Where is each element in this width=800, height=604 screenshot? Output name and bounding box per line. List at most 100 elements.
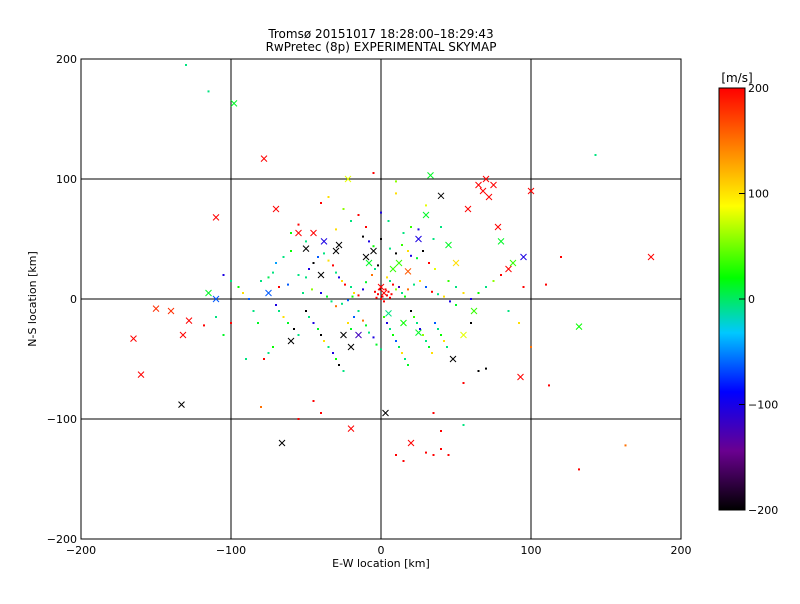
data-point-dot — [380, 348, 382, 351]
data-point-cross — [452, 259, 460, 267]
data-point-dot — [410, 310, 412, 312]
data-point-dot — [413, 316, 415, 318]
data-point-dot — [530, 346, 532, 348]
data-point-dot — [522, 286, 525, 288]
colorbar-tick-label: −200 — [748, 504, 778, 517]
data-point-dot — [350, 286, 352, 288]
data-point-dot — [395, 252, 397, 255]
data-point-dot — [308, 268, 310, 270]
data-point-dot — [624, 444, 627, 447]
data-point-cross — [470, 307, 478, 315]
x-tick-label: −100 — [216, 544, 246, 557]
data-point-cross — [400, 319, 407, 327]
y-tick-label: −100 — [47, 413, 77, 426]
data-point-dot — [383, 300, 385, 303]
data-point-dot — [387, 220, 390, 222]
x-axis-ticks: −200 −100 0 100 200 — [66, 59, 692, 557]
y-tick-label: 0 — [70, 293, 77, 306]
data-point-dot — [242, 292, 244, 294]
data-points — [130, 64, 655, 471]
data-point-dot — [252, 310, 255, 312]
data-point-dot — [297, 274, 300, 276]
data-point-cross — [137, 371, 145, 378]
data-point-dot — [185, 64, 187, 66]
data-point-cross — [332, 247, 340, 255]
data-point-cross — [347, 425, 355, 432]
data-point-dot — [432, 238, 435, 240]
data-point-dot — [320, 334, 322, 336]
data-point-dot — [419, 328, 421, 330]
data-point-dot — [323, 340, 325, 342]
data-point-cross — [509, 259, 517, 267]
data-point-cross — [427, 172, 434, 179]
data-point-dot — [267, 276, 270, 279]
data-point-dot — [272, 271, 274, 274]
data-point-dot — [275, 262, 277, 264]
data-point-cross — [295, 229, 302, 237]
data-point-dot — [434, 268, 436, 270]
chart-subtitle: RwPretec (8p) EXPERIMENTAL SKYMAP — [266, 40, 497, 54]
data-point-dot — [203, 324, 205, 327]
data-point-dot — [335, 271, 337, 274]
x-tick-label: −200 — [66, 544, 96, 557]
data-point-dot — [365, 226, 367, 228]
data-point-cross — [260, 155, 268, 162]
data-point-dot — [560, 256, 562, 258]
data-point-dot — [383, 316, 385, 318]
data-point-dot — [222, 334, 225, 336]
data-point-cross — [167, 307, 175, 315]
colorbar-unit-label: [m/s] — [721, 71, 752, 85]
data-point-dot — [485, 367, 487, 370]
data-point-dot — [594, 154, 597, 156]
data-point-dot — [477, 292, 480, 294]
data-point-cross — [365, 259, 373, 267]
data-point-dot — [371, 274, 373, 276]
data-point-dot — [297, 418, 300, 420]
data-point-cross — [415, 235, 422, 243]
data-point-dot — [401, 292, 403, 294]
data-point-dot — [381, 295, 384, 298]
data-point-cross — [212, 295, 220, 303]
data-point-dot — [245, 358, 247, 360]
data-point-dot — [425, 340, 427, 342]
data-point-dot — [335, 228, 337, 231]
data-point-dot — [386, 322, 388, 324]
data-point-dot — [410, 254, 412, 257]
data-point-dot — [413, 283, 415, 286]
data-point-cross — [407, 439, 415, 447]
data-point-dot — [368, 331, 370, 334]
data-point-dot — [362, 288, 364, 291]
data-point-dot — [401, 244, 403, 246]
data-point-cross — [485, 193, 493, 201]
data-point-cross — [278, 439, 286, 447]
data-point-dot — [398, 286, 400, 288]
data-point-dot — [518, 322, 520, 324]
data-point-dot — [455, 286, 457, 288]
data-point-dot — [440, 226, 442, 228]
data-point-dot — [380, 238, 382, 240]
data-point-cross — [479, 187, 487, 195]
data-point-dot — [260, 406, 262, 408]
data-point-dot — [389, 247, 391, 250]
data-point-dot — [320, 202, 322, 204]
data-point-dot — [443, 295, 445, 298]
data-point-cross — [505, 265, 512, 273]
data-point-dot — [384, 288, 387, 291]
data-point-dot — [332, 264, 334, 267]
data-point-dot — [407, 288, 409, 291]
data-point-dot — [257, 322, 259, 324]
data-point-cross — [422, 211, 430, 219]
data-point-dot — [290, 232, 292, 234]
data-point-dot — [362, 235, 364, 238]
data-point-cross — [212, 214, 220, 221]
data-point-dot — [275, 304, 277, 306]
data-point-dot — [335, 358, 337, 360]
data-point-dot — [428, 262, 430, 264]
data-point-dot — [395, 180, 397, 183]
colorbar-tick-label: 100 — [748, 188, 769, 201]
data-point-dot — [317, 328, 319, 330]
data-point-dot — [389, 280, 391, 282]
data-point-dot — [374, 290, 376, 293]
data-point-dot — [417, 228, 420, 231]
data-point-dot — [311, 288, 313, 291]
